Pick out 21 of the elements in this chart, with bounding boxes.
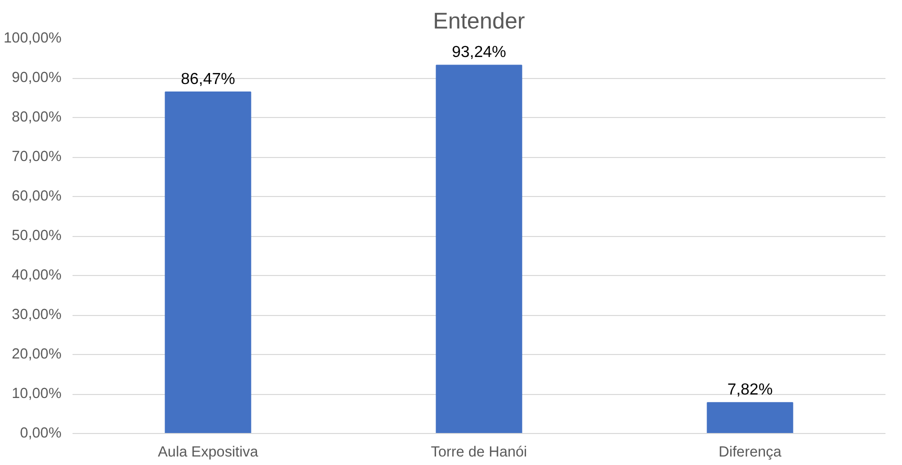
bar: [164, 91, 252, 434]
data-label: 86,47%: [180, 70, 236, 88]
bar: [706, 402, 794, 434]
y-tick-label: 20,00%: [12, 346, 62, 362]
chart-title: Entender: [433, 8, 526, 34]
y-tick-label: 60,00%: [12, 188, 62, 204]
y-tick-label: 70,00%: [12, 149, 62, 165]
bar: [436, 64, 522, 434]
y-tick-label: 80,00%: [12, 110, 62, 126]
data-label: 7,82%: [727, 382, 773, 399]
x-tick-label: Torre de Hanói: [430, 444, 528, 460]
y-tick-label: 10,00%: [12, 386, 62, 402]
y-tick-label: 40,00%: [12, 268, 62, 284]
y-tick-label: 100,00%: [4, 30, 62, 46]
x-tick-label: Aula Expositiva: [158, 444, 259, 460]
y-tick-label: 0,00%: [20, 426, 62, 442]
y-tick-label: 50,00%: [12, 228, 62, 244]
data-label: 93,24%: [452, 44, 506, 62]
x-tick-label: Diferença: [718, 444, 782, 460]
y-tick-label: 90,00%: [12, 70, 62, 86]
y-tick-label: 30,00%: [12, 307, 62, 323]
